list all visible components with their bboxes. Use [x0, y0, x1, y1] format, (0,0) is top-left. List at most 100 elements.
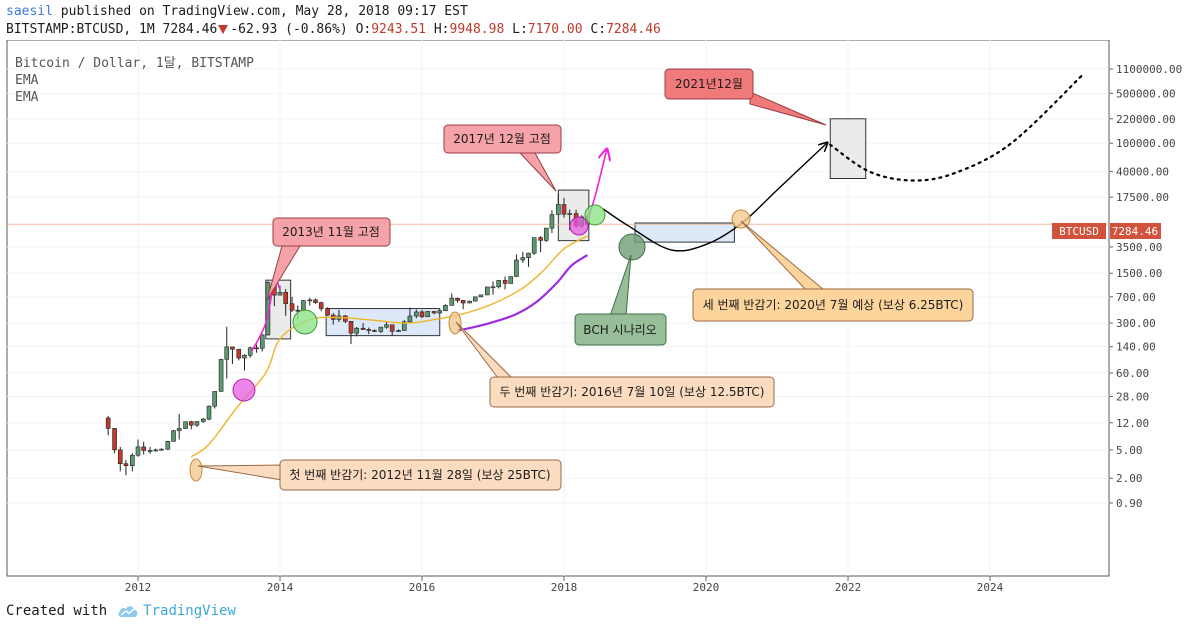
- callout-halving-1-box[interactable]: [279, 459, 562, 491]
- x-tick-label: 2022: [835, 581, 862, 594]
- candle-body: [165, 440, 171, 450]
- tradingview-cloud-icon: [118, 606, 138, 617]
- down-triangle-icon: [218, 25, 229, 34]
- candle-body: [176, 428, 182, 431]
- published-text: published on TradingView.com, May 28, 20…: [60, 4, 468, 19]
- legend-title: Bitcoin / Dollar, 1달, BITSTAMP: [15, 56, 254, 71]
- candle-body: [360, 327, 366, 330]
- y-tick-label: 0.90: [1116, 497, 1143, 510]
- candle-body: [201, 418, 206, 422]
- candle-body: [301, 300, 306, 312]
- candle-body: [242, 354, 247, 359]
- y-tick-label: 140.00: [1116, 341, 1156, 354]
- y-tick-label: 500000.00: [1116, 87, 1176, 100]
- candle-body: [531, 237, 537, 254]
- candle-body: [313, 299, 318, 303]
- candle-body: [130, 454, 135, 466]
- candle-body: [224, 346, 230, 360]
- candle-body: [123, 463, 129, 466]
- y-tick-label: 700.00: [1116, 291, 1156, 304]
- candle-body: [141, 446, 146, 451]
- candle-body: [455, 297, 460, 301]
- callout-2013-text: 2013년 11월 고점: [282, 225, 380, 239]
- price-tag-value-box: [1110, 223, 1161, 239]
- x-tick-label: 2020: [693, 581, 720, 594]
- candle-body: [543, 227, 549, 241]
- candle-body: [188, 421, 194, 426]
- candle-body: [289, 303, 295, 311]
- candle-body: [117, 449, 123, 464]
- callout-2017-box[interactable]: [443, 124, 562, 154]
- low-value: 7170.00: [527, 22, 583, 37]
- callouts: 2013년 11월 고점 2017년 12월 고점 2021년12월 첫 번째 …: [272, 68, 974, 491]
- candle-body: [378, 326, 384, 332]
- candle-body: [467, 300, 472, 304]
- candle-body: [514, 259, 519, 277]
- candle-body: [171, 430, 176, 442]
- candle-body: [112, 428, 117, 451]
- candle-body: [254, 347, 259, 350]
- callout-halving-2-text: 두 번째 반감기: 2016년 7월 10일 (보상 12.5BTC): [500, 385, 765, 399]
- price-axis[interactable]: 1100000.00 500000.00 220000.00 100000.00 400…: [1109, 63, 1182, 510]
- callout-2013-box[interactable]: [272, 217, 391, 247]
- legend-ema-2[interactable]: EMA: [15, 90, 39, 105]
- candle-body: [490, 286, 496, 289]
- candles: [105, 193, 590, 476]
- author-link[interactable]: saesil: [6, 4, 53, 19]
- y-tick-label: 12.00: [1116, 417, 1149, 430]
- candle-body: [183, 421, 188, 429]
- candle-body: [508, 276, 514, 284]
- candle-body: [135, 446, 141, 456]
- x-tick-label: 2016: [409, 581, 436, 594]
- candle-body: [283, 292, 288, 305]
- marker-halving-3: [731, 209, 751, 229]
- callout-halving-3-box[interactable]: [692, 288, 974, 322]
- close-label: C:: [590, 22, 607, 37]
- x-tick-label: 2024: [977, 581, 1004, 594]
- time-axis[interactable]: 2012 2014 2016 2018 2020 2022 2024: [125, 576, 1004, 594]
- y-tick-label: 100000.00: [1116, 137, 1176, 150]
- range-box: [634, 222, 735, 243]
- y-tick-label: 60.00: [1116, 367, 1149, 380]
- candle-body: [259, 334, 265, 349]
- x-tick-label: 2018: [551, 581, 578, 594]
- callout-halving-1-text: 첫 번째 반감기: 2012년 11월 28일 (보상 25BTC): [289, 468, 550, 482]
- chart-legend: Bitcoin / Dollar, 1달, BITSTAMP EMA EMA: [15, 56, 254, 105]
- open-value: 9243.51: [371, 22, 427, 37]
- callout-2021-text: 2021년12월: [675, 77, 743, 91]
- marker-2018-dip: [569, 216, 589, 236]
- open-label: O:: [355, 22, 372, 37]
- price-tag-symbol-box: [1052, 223, 1106, 239]
- tradingview-brand[interactable]: TradingView: [143, 603, 236, 619]
- candle-body: [567, 213, 572, 215]
- y-tick-label: 40000.00: [1116, 166, 1169, 179]
- candle-body: [277, 292, 283, 296]
- ohlc-line: BITSTAMP:BTCUSD, 1M 7284.46 -62.93 (-0.86…: [6, 22, 661, 37]
- price-tag-symbol: BTCUSD: [1059, 225, 1099, 238]
- price-chart[interactable]: 2013년 11월 고점 2017년 12월 고점 2021년12월 첫 번째 …: [0, 40, 1184, 596]
- callout-halving-2-box[interactable]: [489, 376, 775, 408]
- y-tick-label: 1100000.00: [1116, 63, 1182, 76]
- candle-body: [502, 280, 508, 284]
- candle-body: [325, 308, 330, 316]
- low-label: L:: [512, 22, 528, 37]
- legend-ema-1[interactable]: EMA: [15, 73, 39, 88]
- y-tick-label: 3500.00: [1116, 241, 1162, 254]
- callout-2021-box[interactable]: [664, 68, 754, 100]
- candle-body: [348, 320, 354, 334]
- scenario-dotted-line: [829, 74, 1084, 182]
- marker-2018-bounce: [584, 204, 606, 226]
- callout-bch-box[interactable]: [574, 313, 667, 346]
- candle-body: [401, 321, 407, 331]
- footer: Created with TradingView: [6, 603, 236, 619]
- candle-body: [478, 294, 484, 298]
- y-tick-label: 17500.00: [1116, 191, 1169, 204]
- marker-bch: [618, 233, 646, 261]
- marker-halving-2: [448, 311, 462, 335]
- marker-2013-dip: [232, 378, 256, 402]
- candle-body: [372, 330, 377, 332]
- y-tick-label: 5.00: [1116, 444, 1143, 457]
- candle-body: [318, 302, 324, 309]
- candle-body: [384, 324, 389, 328]
- candle-body: [206, 405, 212, 420]
